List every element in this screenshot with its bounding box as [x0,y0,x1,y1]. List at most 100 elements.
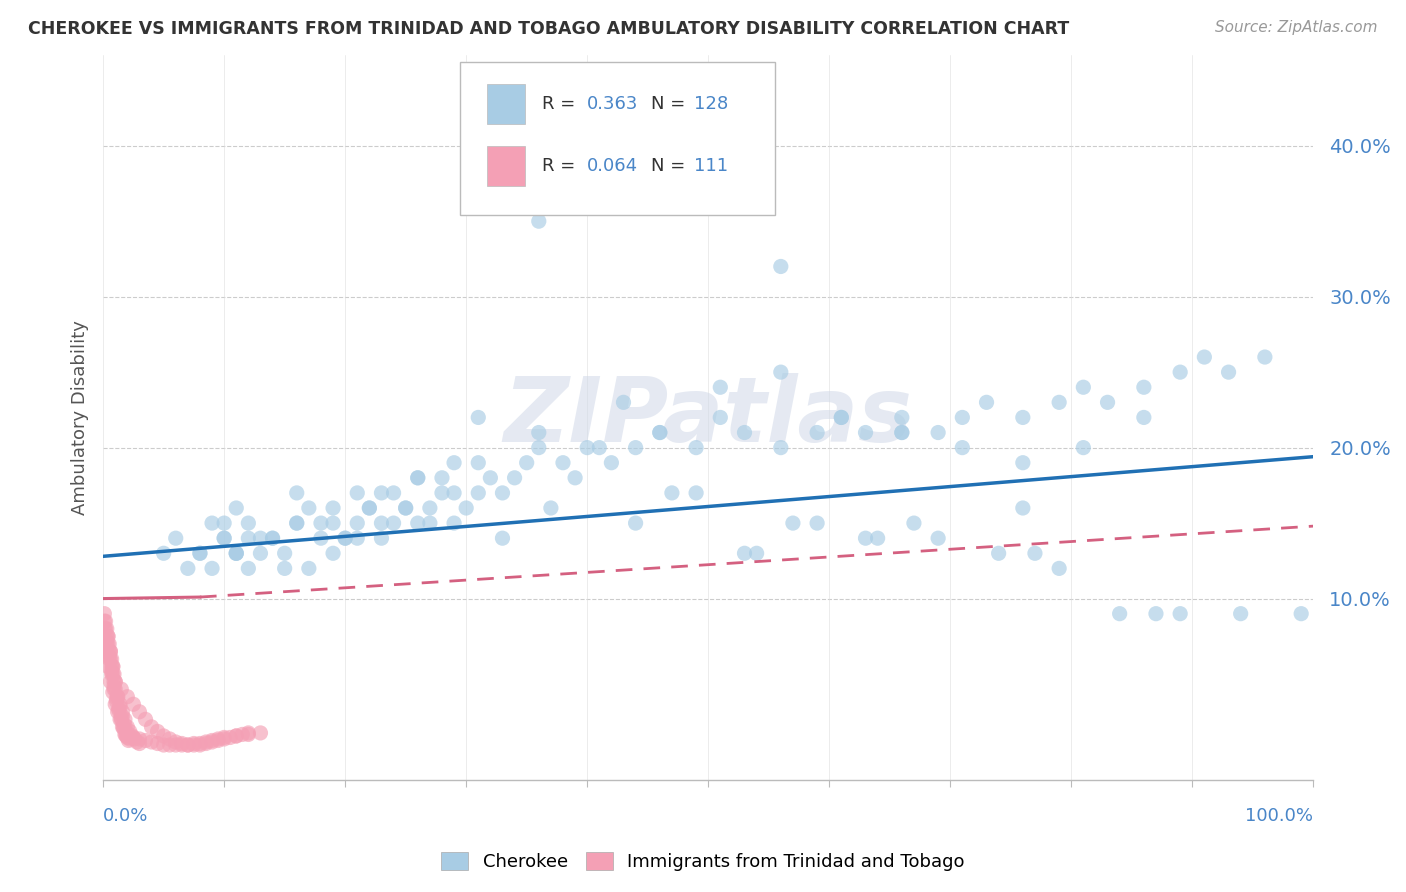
Point [1133,380,1156,394]
Point [97,637,120,651]
Point [648,425,671,440]
Point [467,456,489,470]
Point [1097,395,1119,409]
Point [117,731,139,745]
Point [115,727,138,741]
Point [108,698,131,712]
Point [855,531,877,545]
Point [1011,456,1033,470]
Point [141,735,163,749]
Point [122,698,145,712]
Point [125,735,148,749]
Point [648,425,671,440]
Point [976,395,998,409]
Point [406,471,429,485]
Point [110,682,132,697]
Point [769,441,792,455]
Point [117,720,139,734]
Point [188,738,211,752]
Point [661,486,683,500]
Point [100,667,122,681]
Point [207,731,229,746]
Point [159,731,181,746]
Point [370,486,392,500]
Point [104,674,127,689]
Point [183,737,205,751]
Point [443,516,465,530]
Point [101,659,124,673]
Point [430,486,453,500]
Point [128,705,150,719]
Point [94,644,117,658]
Point [219,731,242,745]
Text: CHEROKEE VS IMMIGRANTS FROM TRINIDAD AND TOBAGO AMBULATORY DISABILITY CORRELATIO: CHEROKEE VS IMMIGRANTS FROM TRINIDAD AND… [28,20,1070,37]
Point [110,711,132,725]
Point [111,709,134,723]
Point [103,679,125,693]
Point [540,501,562,516]
Point [96,622,118,636]
Point [97,629,120,643]
Point [100,644,122,658]
Point [97,629,120,643]
Point [285,516,308,530]
Point [96,629,118,643]
Point [146,737,169,751]
Point [103,682,125,697]
Point [170,738,193,752]
Point [709,410,731,425]
Text: 128: 128 [693,95,728,113]
Point [165,738,187,752]
Point [249,531,271,545]
Point [107,690,129,704]
Point [134,733,156,747]
Point [152,738,174,752]
Point [118,731,141,746]
Point [769,365,792,379]
Point [782,516,804,530]
Point [309,516,332,530]
Point [443,456,465,470]
Point [395,501,418,516]
Point [273,546,295,560]
Point [141,720,163,734]
Point [890,425,912,440]
Point [165,735,187,749]
Point [1024,546,1046,560]
Text: Source: ZipAtlas.com: Source: ZipAtlas.com [1215,20,1378,35]
Point [112,722,135,736]
Point [927,531,949,545]
Point [225,729,247,743]
Point [108,702,131,716]
Point [100,664,122,678]
Text: 0.0%: 0.0% [103,807,149,825]
Point [201,516,224,530]
Point [624,441,647,455]
Point [491,486,513,500]
Point [94,614,117,628]
Point [395,501,418,516]
Point [503,471,526,485]
Point [359,501,381,516]
Point [134,712,156,726]
Point [183,738,205,752]
Point [195,735,218,749]
Point [212,531,235,545]
Y-axis label: Ambulatory Disability: Ambulatory Disability [72,320,89,515]
Point [100,659,122,673]
Point [1047,395,1070,409]
Point [103,667,125,681]
Point [890,410,912,425]
Point [212,731,235,745]
Point [114,727,136,741]
Point [322,546,344,560]
Point [225,546,247,560]
Point [111,705,134,719]
Point [104,682,127,697]
Point [309,531,332,545]
Point [152,546,174,560]
Point [1218,365,1240,379]
Point [201,733,224,747]
Point [551,456,574,470]
Text: N =: N = [651,157,692,175]
